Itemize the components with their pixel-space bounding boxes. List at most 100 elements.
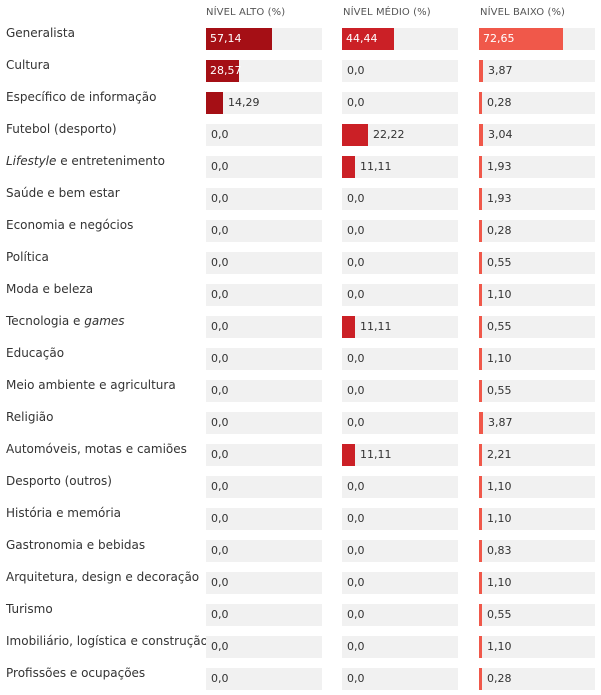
cell-medio: 0,0 xyxy=(342,668,458,690)
row-label: Gastronomia e bebidas xyxy=(6,538,146,552)
value-label-baixo: 3,87 xyxy=(488,416,513,429)
cell-medio: 0,0 xyxy=(342,284,458,306)
row-label: Automóveis, motas e camiões xyxy=(6,442,187,456)
cell-medio: 11,11 xyxy=(342,156,458,178)
value-label-baixo: 1,93 xyxy=(487,160,512,173)
bar-baixo xyxy=(479,28,563,50)
value-label-alto: 0,0 xyxy=(211,160,229,173)
value-label-medio: 0,0 xyxy=(347,64,365,77)
cell-alto: 0,0 xyxy=(206,252,322,274)
value-label-baixo: 0,55 xyxy=(487,608,512,621)
value-label-alto: 0,0 xyxy=(211,416,229,429)
cell-baixo: 1,10 xyxy=(479,284,595,306)
bar-medio xyxy=(342,316,355,338)
value-label-baixo: 3,04 xyxy=(488,128,513,141)
value-label-baixo: 1,10 xyxy=(487,480,512,493)
bar-baixo xyxy=(479,508,482,530)
cell-baixo: 1,10 xyxy=(479,572,595,594)
value-label-alto: 0,0 xyxy=(211,224,229,237)
cell-medio: 0,0 xyxy=(342,508,458,530)
row-label: Desporto (outros) xyxy=(6,474,112,488)
value-label-baixo: 1,10 xyxy=(487,640,512,653)
value-label-alto: 0,0 xyxy=(211,576,229,589)
value-label-baixo: 1,10 xyxy=(487,288,512,301)
row-label-italic-part: Lifestyle xyxy=(6,154,57,168)
value-label-baixo: 0,55 xyxy=(487,384,512,397)
cell-alto: 0,0 xyxy=(206,284,322,306)
row-label: Economia e negócios xyxy=(6,218,134,232)
cell-baixo: 3,87 xyxy=(479,60,595,82)
cell-baixo: 0,55 xyxy=(479,380,595,402)
cell-medio: 0,0 xyxy=(342,60,458,82)
value-label-alto: 0,0 xyxy=(211,256,229,269)
value-label-alto: 14,29 xyxy=(228,96,260,109)
row-label: Política xyxy=(6,250,49,264)
value-label-baixo: 72,65 xyxy=(483,32,515,45)
value-label-alto: 0,0 xyxy=(211,672,229,685)
cell-baixo: 0,55 xyxy=(479,604,595,626)
cell-baixo: 0,28 xyxy=(479,220,595,242)
cell-medio: 11,11 xyxy=(342,316,458,338)
value-label-alto: 0,0 xyxy=(211,352,229,365)
bar-medio xyxy=(342,28,394,50)
value-label-baixo: 0,83 xyxy=(487,544,512,557)
bar-baixo xyxy=(479,220,482,242)
bar-baixo xyxy=(479,412,483,434)
cell-alto: 0,0 xyxy=(206,124,322,146)
value-label-baixo: 1,10 xyxy=(487,352,512,365)
cell-baixo: 1,10 xyxy=(479,508,595,530)
value-label-medio: 44,44 xyxy=(346,32,378,45)
bar-baixo xyxy=(479,636,482,658)
bar-baixo xyxy=(479,540,482,562)
value-label-medio: 0,0 xyxy=(347,480,365,493)
cell-baixo: 1,10 xyxy=(479,476,595,498)
cell-medio: 0,0 xyxy=(342,188,458,210)
cell-medio: 0,0 xyxy=(342,476,458,498)
value-label-baixo: 1,10 xyxy=(487,512,512,525)
value-label-medio: 0,0 xyxy=(347,192,365,205)
value-label-baixo: 0,28 xyxy=(487,96,512,109)
cell-medio: 0,0 xyxy=(342,572,458,594)
cell-alto: 14,29 xyxy=(206,92,322,114)
value-label-alto: 0,0 xyxy=(211,288,229,301)
cell-alto: 0,0 xyxy=(206,348,322,370)
cell-alto: 0,0 xyxy=(206,188,322,210)
value-label-medio: 22,22 xyxy=(373,128,405,141)
cell-medio: 0,0 xyxy=(342,604,458,626)
value-label-baixo: 2,21 xyxy=(487,448,512,461)
bar-baixo xyxy=(479,156,482,178)
cell-medio: 11,11 xyxy=(342,444,458,466)
row-label-plain-part: e entretenimento xyxy=(56,154,165,168)
row-label: Saúde e bem estar xyxy=(6,186,120,200)
value-label-medio: 11,11 xyxy=(360,320,392,333)
cell-baixo: 3,87 xyxy=(479,412,595,434)
value-label-baixo: 3,87 xyxy=(488,64,513,77)
value-label-alto: 0,0 xyxy=(211,320,229,333)
column-header-medio: NÍVEL MÉDIO (%) xyxy=(343,7,431,18)
row-label-plain-part: Tecnologia e xyxy=(6,314,85,328)
row-label: Educação xyxy=(6,346,65,360)
bar-baixo xyxy=(479,668,482,690)
cell-alto: 0,0 xyxy=(206,636,322,658)
value-label-medio: 0,0 xyxy=(347,608,365,621)
cell-alto: 0,0 xyxy=(206,572,322,594)
bar-baixo xyxy=(479,604,482,626)
bar-baixo xyxy=(479,380,482,402)
cell-medio: 0,0 xyxy=(342,220,458,242)
value-label-baixo: 0,55 xyxy=(487,320,512,333)
bar-alto xyxy=(206,28,272,50)
row-label: Arquitetura, design e decoração xyxy=(6,570,200,584)
cell-baixo: 1,10 xyxy=(479,636,595,658)
bar-medio xyxy=(342,156,355,178)
bar-baixo xyxy=(479,444,482,466)
bar-baixo xyxy=(479,124,483,146)
value-label-baixo: 0,28 xyxy=(487,672,512,685)
value-label-alto: 0,0 xyxy=(211,608,229,621)
cell-baixo: 0,55 xyxy=(479,252,595,274)
column-header-alto: NÍVEL ALTO (%) xyxy=(206,7,286,18)
bar-baixo xyxy=(479,316,482,338)
cell-alto: 57,14 xyxy=(206,28,322,50)
bar-baixo xyxy=(479,348,482,370)
row-label: Específico de informação xyxy=(6,90,157,104)
